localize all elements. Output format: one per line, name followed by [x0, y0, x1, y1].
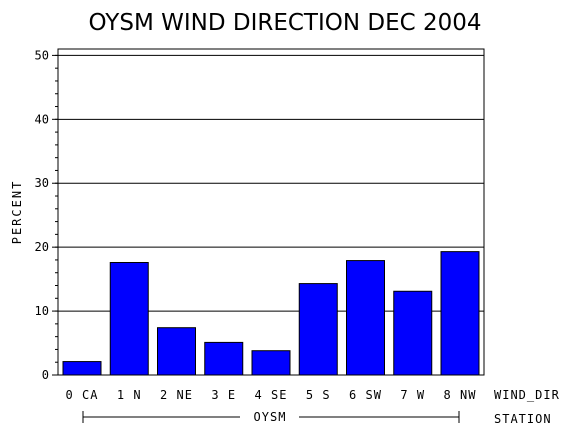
y-axis-ticks: 0 10 20 30 40 50: [35, 48, 58, 382]
x-tick-label: 2 NE: [160, 388, 193, 402]
x-tick-label: 1 N: [117, 388, 142, 402]
x-tick-label: 4 SE: [255, 388, 288, 402]
x-axis-label: WIND_DIR: [494, 388, 560, 402]
station-axis-label: STATION: [494, 412, 552, 426]
y-tick-label: 20: [35, 240, 49, 254]
bar: [298, 283, 338, 376]
bar: [204, 341, 244, 376]
bars: [62, 251, 480, 376]
bar: [440, 251, 480, 376]
x-tick-label: 7 W: [400, 388, 425, 402]
y-tick-label: 30: [35, 176, 49, 190]
x-tick-label: 8 NW: [444, 388, 477, 402]
bar: [393, 290, 433, 376]
y-tick-label: 50: [35, 48, 49, 62]
bar: [251, 350, 291, 376]
bar: [109, 261, 149, 376]
plot-frame: [57, 48, 485, 376]
station-group-bracket: OYSM: [82, 410, 460, 424]
x-tick-label: 5 S: [306, 388, 331, 402]
y-tick-label: 40: [35, 112, 49, 126]
x-tick-label: 6 SW: [349, 388, 382, 402]
bar: [346, 260, 385, 376]
x-tick-label: 0 CA: [66, 388, 99, 402]
y-tick-label: 10: [35, 304, 49, 318]
y-tick-label: 0: [42, 368, 49, 382]
y-axis-label: PERCENT: [10, 180, 24, 245]
chart-title: OYSM WIND DIRECTION DEC 2004: [88, 10, 481, 36]
x-tick-label: 3 E: [211, 388, 236, 402]
bar: [62, 361, 102, 376]
bar: [157, 327, 196, 376]
station-group-name: OYSM: [254, 410, 287, 424]
x-axis-tick-labels: 0 CA 1 N 2 NE 3 E 4 SE 5 S 6 SW 7 W 8 NW: [66, 388, 477, 402]
